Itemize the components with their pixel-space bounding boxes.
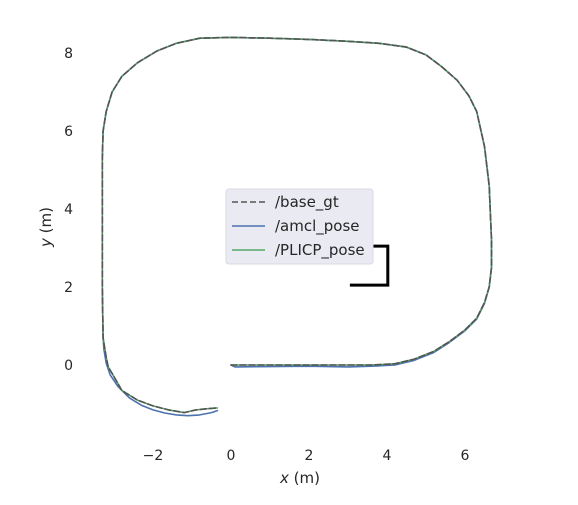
x-tick-label: 2 <box>305 448 314 464</box>
legend: /base_gt /amcl_pose /PLICP_pose <box>225 188 374 265</box>
legend-label-amcl-pose: /amcl_pose <box>275 217 360 236</box>
plot-area <box>101 36 493 417</box>
x-axis-ticks: −2 0 2 4 6 <box>143 448 470 464</box>
y-tick-label: 8 <box>64 46 73 62</box>
legend-label-base-gt: /base_gt <box>275 193 339 212</box>
y-tick-label: 2 <box>64 280 73 296</box>
x-tick-label: 0 <box>227 448 236 464</box>
series-line-base-gt <box>101 36 493 414</box>
y-tick-label: 4 <box>64 202 73 218</box>
y-tick-label: 0 <box>64 358 73 374</box>
x-axis-label: x (m) <box>279 469 320 487</box>
y-tick-label: 6 <box>64 124 73 140</box>
x-tick-label: 4 <box>383 448 392 464</box>
legend-label-plicp-pose: /PLICP_pose <box>275 241 365 260</box>
legend-frame <box>225 188 374 265</box>
x-tick-label: −2 <box>143 448 164 464</box>
x-tick-label: 6 <box>461 448 470 464</box>
y-axis-label: y (m) <box>37 207 55 248</box>
y-axis-ticks: 0 2 4 6 8 <box>64 46 73 374</box>
